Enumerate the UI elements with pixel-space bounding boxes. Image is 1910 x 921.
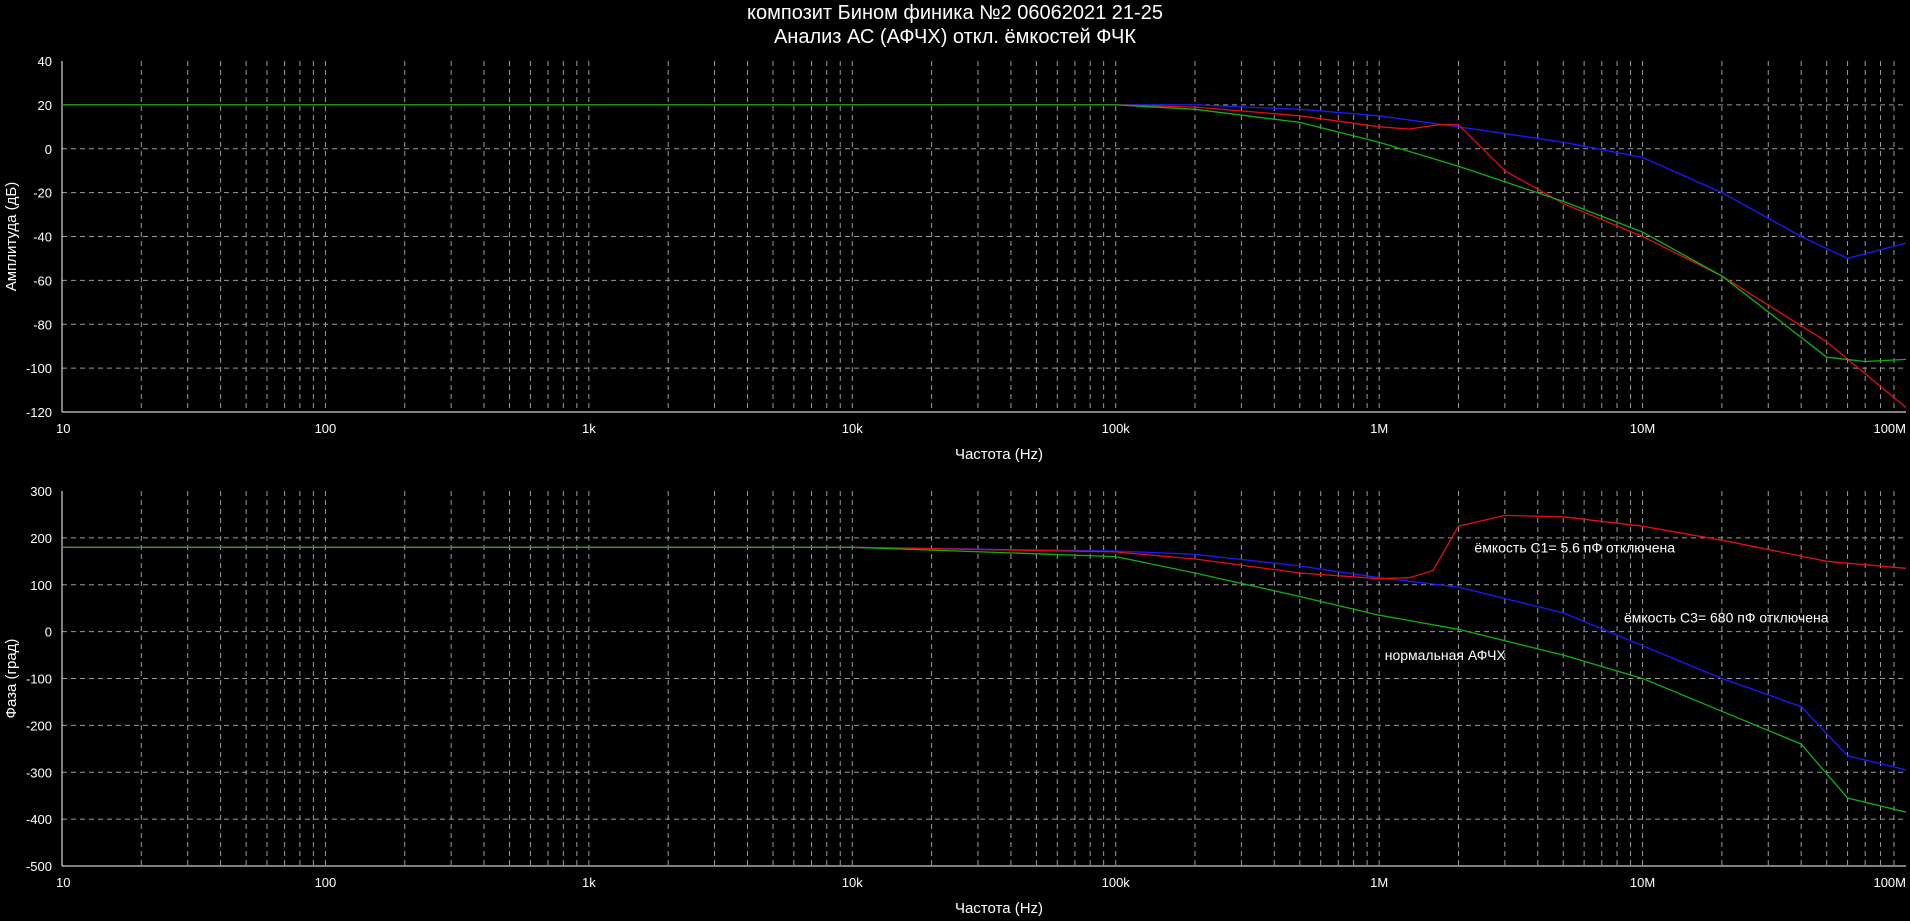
plot-annotation: нормальная АФЧХ [1385,647,1507,663]
chart-title-line-2: Анализ АС (АФЧХ) откл. ёмкостей ФЧК [773,26,1137,48]
series-line-blue [62,104,1906,260]
y-tick-label: -100 [26,672,52,687]
y-tick-label: -100 [26,361,52,376]
x-tick-label: 10k [842,875,863,890]
y-tick-label: 0 [45,142,52,157]
x-tick-label: 100 [315,875,337,890]
series-line-green [62,546,1906,813]
x-tick-label: 100k [1102,421,1131,436]
x-tick-label: 10 [56,875,70,890]
y-axis-label: Амплитуда (дБ) [3,182,20,291]
series-line-blue [62,546,1906,771]
y-tick-label: -80 [33,317,52,332]
y-tick-label: -500 [26,859,52,874]
y-tick-label: -40 [33,230,52,245]
y-tick-label: -200 [26,718,52,733]
y-tick-label: 40 [38,54,52,69]
y-tick-label: 200 [30,531,52,546]
y-tick-label: 0 [45,625,52,640]
x-tick-label: 10k [842,421,863,436]
plot-annotation: ёмкость С1= 5.6 пФ отключена [1474,539,1675,555]
x-axis-label: Частота (Hz) [955,900,1043,917]
y-tick-label: -120 [26,405,52,420]
phase-plot: 300 200 100 0 -100 -200 -300 -400 -500 10 100 1k 10k… [3,484,1906,917]
x-tick-label: 100M [1873,421,1906,436]
x-tick-label: 100M [1873,875,1906,890]
x-tick-label: 10M [1630,421,1655,436]
y-axis-label: Фаза (град) [3,639,20,719]
x-tick-label: 10M [1630,875,1655,890]
x-tick-label: 1M [1370,421,1388,436]
y-tick-label: -20 [33,186,52,201]
series-line-green [62,104,1906,363]
y-tick-label: 20 [38,98,52,113]
x-tick-label: 1k [582,421,596,436]
amplitude-plot: 40 20 0 -20 -40 -60 -80 -100 -120 10 100 1k 10k 100k 1… [3,54,1906,463]
x-tick-label: 100k [1102,875,1131,890]
y-tick-label: -400 [26,812,52,827]
series-line-red [62,104,1906,409]
plot-annotation: ёмкость С3= 680 пФ отключена [1624,610,1829,626]
x-tick-label: 1M [1370,875,1388,890]
y-tick-label: -300 [26,765,52,780]
x-tick-label: 10 [56,421,70,436]
series-line-red [62,514,1906,580]
x-tick-label: 100 [315,421,337,436]
y-tick-label: 300 [30,484,52,499]
y-tick-label: -60 [33,273,52,288]
chart-title-line-1: композит Бином финика №2 06062021 21-25 [747,2,1163,24]
y-tick-label: 100 [30,578,52,593]
x-axis-label: Частота (Hz) [955,446,1043,463]
x-tick-label: 1k [582,875,596,890]
